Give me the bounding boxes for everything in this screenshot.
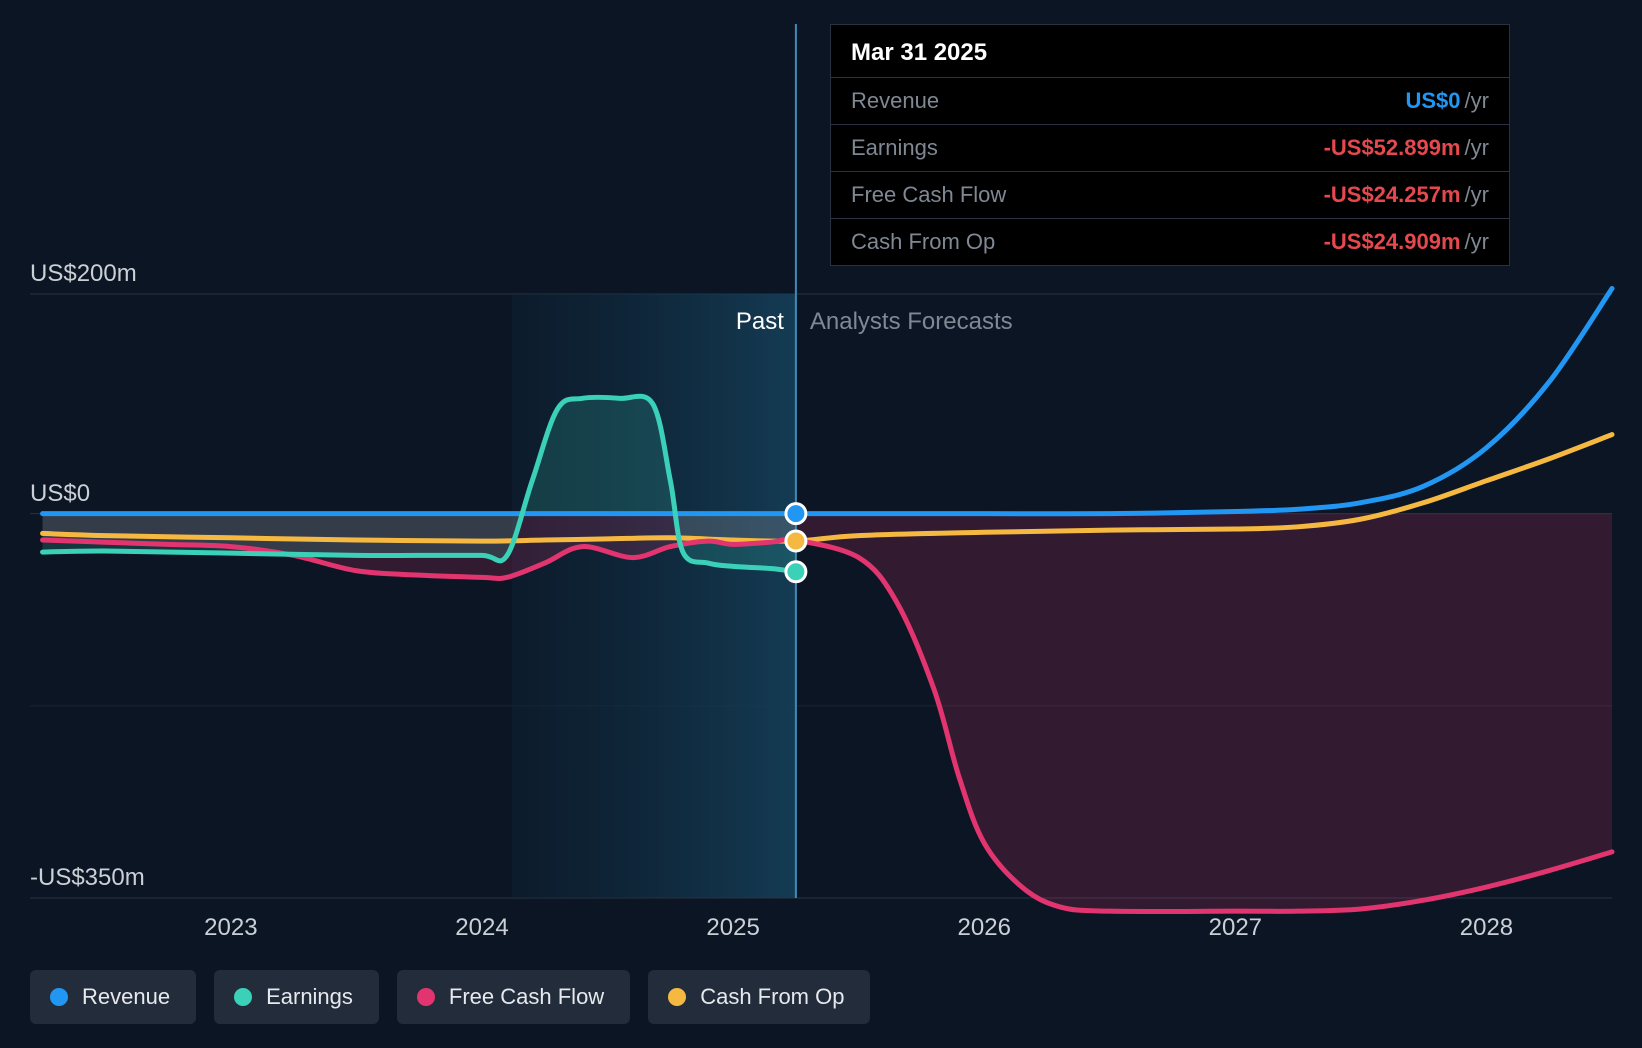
legend-swatch <box>234 988 252 1006</box>
y-tick-label: -US$350m <box>30 864 145 892</box>
tooltip-date: Mar 31 2025 <box>831 25 1509 78</box>
x-tick-label: 2025 <box>706 914 759 942</box>
legend-label: Cash From Op <box>700 984 844 1010</box>
legend-item-free_cash_flow[interactable]: Free Cash Flow <box>397 970 630 1024</box>
tooltip-row-label: Cash From Op <box>851 229 995 255</box>
past-label: Past <box>736 308 784 336</box>
x-tick-label: 2028 <box>1460 914 1513 942</box>
tooltip-row-label: Revenue <box>851 88 939 114</box>
tooltip-row-value: -US$24.909m/yr <box>1324 229 1489 255</box>
legend-label: Earnings <box>266 984 353 1010</box>
tooltip-row: Free Cash Flow -US$24.257m/yr <box>831 172 1509 219</box>
tooltip-row-label: Free Cash Flow <box>851 182 1006 208</box>
legend-label: Free Cash Flow <box>449 984 604 1010</box>
tooltip-row-value: -US$24.257m/yr <box>1324 182 1489 208</box>
tooltip-row: Revenue US$0/yr <box>831 78 1509 125</box>
tooltip: Mar 31 2025 Revenue US$0/yr Earnings -US$52… <box>830 24 1510 266</box>
y-tick-label: US$200m <box>30 260 137 288</box>
x-tick-label: 2027 <box>1209 914 1262 942</box>
legend-item-earnings[interactable]: Earnings <box>214 970 379 1024</box>
legend: Revenue Earnings Free Cash Flow Cash From O… <box>30 970 870 1024</box>
tooltip-row-value: -US$52.899m/yr <box>1324 135 1489 161</box>
tooltip-row: Earnings -US$52.899m/yr <box>831 125 1509 172</box>
legend-label: Revenue <box>82 984 170 1010</box>
y-tick-label: US$0 <box>30 480 90 508</box>
legend-swatch <box>417 988 435 1006</box>
x-tick-label: 2024 <box>455 914 508 942</box>
tooltip-row-label: Earnings <box>851 135 938 161</box>
x-tick-label: 2023 <box>204 914 257 942</box>
x-tick-label: 2026 <box>958 914 1011 942</box>
forecast-label: Analysts Forecasts <box>810 308 1013 336</box>
financials-chart[interactable]: US$200m US$0 -US$350m 2023 2024 2025 2026 2027… <box>0 0 1642 1048</box>
legend-item-revenue[interactable]: Revenue <box>30 970 196 1024</box>
tooltip-row: Cash From Op -US$24.909m/yr <box>831 219 1509 265</box>
legend-swatch <box>668 988 686 1006</box>
tooltip-row-value: US$0/yr <box>1406 88 1490 114</box>
legend-swatch <box>50 988 68 1006</box>
legend-item-cash_from_op[interactable]: Cash From Op <box>648 970 870 1024</box>
